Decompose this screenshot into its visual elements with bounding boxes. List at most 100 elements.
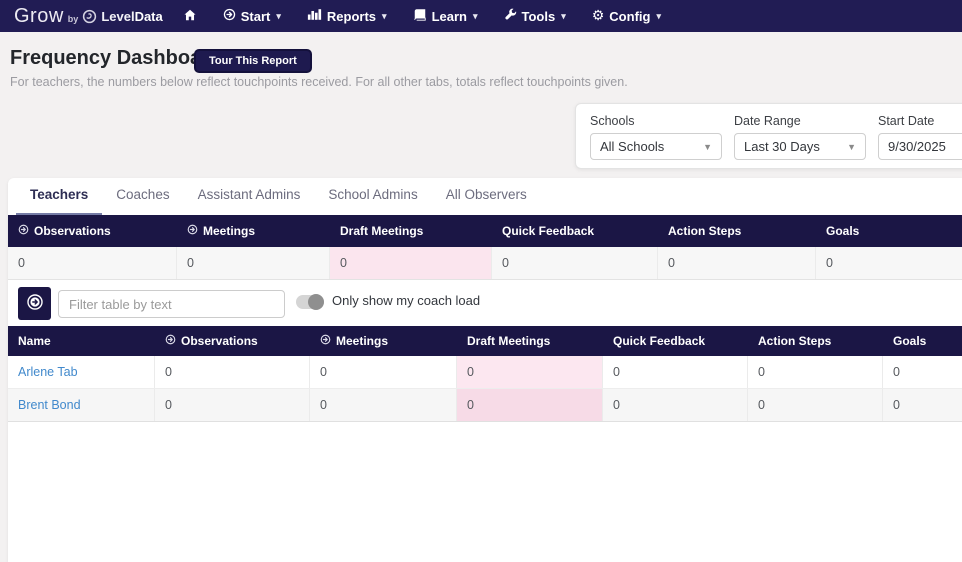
start-date-input[interactable] xyxy=(878,133,962,160)
schools-select-value: All Schools xyxy=(600,139,665,154)
nav-config-label: Config xyxy=(609,8,651,24)
meetings-value: 0 xyxy=(310,389,457,421)
filters-panel: Schools All Schools ▼ Date Range Last 30… xyxy=(575,103,962,169)
chevron-down-icon: ▼ xyxy=(703,141,712,152)
main-col-observations[interactable]: Observations xyxy=(155,334,310,348)
nav-learn-label: Learn xyxy=(431,8,467,24)
meetings-value: 0 xyxy=(310,356,457,388)
person-name-link[interactable]: Brent Bond xyxy=(8,389,155,421)
tab-school-admins[interactable]: School Admins xyxy=(328,187,418,202)
chevron-down-icon: ▾ xyxy=(382,10,387,21)
gear-icon: ⚙ xyxy=(591,8,605,24)
chevron-down-icon: ▾ xyxy=(276,10,281,21)
nav-learn-menu[interactable]: Learn ▾ xyxy=(413,8,478,24)
table-row: Brent Bond 0 0 0 0 0 0 xyxy=(8,389,962,422)
chevron-down-icon: ▾ xyxy=(561,10,566,21)
main-col-meetings[interactable]: Meetings xyxy=(310,334,457,348)
coach-load-toggle-label: Only show my coach load xyxy=(332,293,481,308)
circle-arrow-icon xyxy=(165,334,176,348)
page-subtitle: For teachers, the numbers below reflect … xyxy=(10,75,628,89)
summary-draft-meetings-value: 0 xyxy=(330,247,492,279)
table-row: Arlene Tab 0 0 0 0 0 0 xyxy=(8,356,962,389)
chevron-down-icon: ▾ xyxy=(472,10,478,21)
coach-load-toggle[interactable] xyxy=(296,294,324,310)
circle-arrow-icon xyxy=(320,334,331,348)
tab-assistant-admins[interactable]: Assistant Admins xyxy=(197,187,301,202)
summary-col-meetings[interactable]: Meetings xyxy=(177,224,330,238)
table-filter-input[interactable] xyxy=(58,290,285,318)
quick-feedback-value: 0 xyxy=(603,356,748,388)
nav-start-menu[interactable]: Start ▾ xyxy=(223,8,281,24)
export-button[interactable] xyxy=(18,287,51,320)
report-content-card: Teachers Coaches Assistant Admins School… xyxy=(8,178,962,562)
summary-action-steps-value: 0 xyxy=(658,247,816,279)
summary-table-row: 0 0 0 0 0 0 xyxy=(8,247,962,280)
main-col-name[interactable]: Name xyxy=(18,334,51,348)
summary-table-header: Observations Meetings Draft Meetings Qui… xyxy=(8,215,962,247)
summary-col-observations[interactable]: Observations xyxy=(8,224,177,238)
date-range-label: Date Range xyxy=(734,114,801,128)
main-table-header: Name Observations Meetings Draft Meeting… xyxy=(8,326,962,356)
summary-goals-value: 0 xyxy=(826,256,833,270)
start-date-label: Start Date xyxy=(878,114,935,128)
summary-col-goals: Goals xyxy=(826,224,860,238)
schools-select[interactable]: All Schools ▼ xyxy=(590,133,722,160)
nav-config-menu[interactable]: ⚙ Config ▾ xyxy=(592,9,661,24)
person-name-link[interactable]: Arlene Tab xyxy=(8,356,155,388)
top-nav: Grow by Level Data Start ▾ Reports ▾ xyxy=(0,0,962,32)
circle-arrow-icon xyxy=(26,293,44,314)
wrench-icon xyxy=(504,8,517,24)
date-range-select[interactable]: Last 30 Days ▼ xyxy=(734,133,866,160)
quick-feedback-value: 0 xyxy=(603,389,748,421)
summary-meetings-value: 0 xyxy=(177,247,330,279)
observations-value: 0 xyxy=(155,356,310,388)
nav-home-button[interactable] xyxy=(183,8,197,25)
goals-value: 0 xyxy=(893,398,900,412)
observations-value: 0 xyxy=(155,389,310,421)
tour-report-button[interactable]: Tour This Report xyxy=(196,51,310,71)
start-date-filter-group: Start Date xyxy=(878,114,962,160)
summary-col-action-steps: Action Steps xyxy=(668,224,742,238)
tab-all-observers[interactable]: All Observers xyxy=(445,187,527,202)
draft-meetings-value: 0 xyxy=(457,389,603,421)
main-col-goals: Goals xyxy=(893,334,927,348)
brand-data-text: Data xyxy=(134,8,163,24)
brand-logo[interactable]: Grow by Level Data xyxy=(14,5,163,28)
summary-quick-feedback-value: 0 xyxy=(492,247,658,279)
circle-arrow-icon xyxy=(18,224,29,238)
page-title: Frequency Dashboard xyxy=(10,47,222,69)
role-tabs: Teachers Coaches Assistant Admins School… xyxy=(8,178,962,215)
leveldata-logo-icon xyxy=(82,9,97,24)
brand-level-text: Level xyxy=(101,8,135,24)
chevron-down-icon: ▼ xyxy=(847,141,856,152)
nav-tools-label: Tools xyxy=(521,8,556,24)
schools-label: Schools xyxy=(590,114,635,128)
toggle-knob xyxy=(308,294,324,310)
book-icon xyxy=(413,8,427,24)
tab-coaches[interactable]: Coaches xyxy=(116,187,170,202)
home-icon xyxy=(183,8,197,25)
chevron-down-icon: ▾ xyxy=(656,10,661,21)
schools-filter-group: Schools All Schools ▼ xyxy=(590,114,722,160)
action-steps-value: 0 xyxy=(748,356,883,388)
start-icon xyxy=(223,8,236,24)
main-col-draft-meetings: Draft Meetings xyxy=(467,334,551,348)
summary-observations-value: 0 xyxy=(8,247,177,279)
date-range-select-value: Last 30 Days xyxy=(744,139,820,154)
nav-tools-menu[interactable]: Tools ▾ xyxy=(504,8,566,24)
nav-items: Start ▾ Reports ▾ Learn ▾ Tools ▾ ⚙ Conf… xyxy=(183,8,661,25)
brand-grow-text: Grow xyxy=(14,4,64,27)
action-steps-value: 0 xyxy=(748,389,883,421)
tab-teachers[interactable]: Teachers xyxy=(16,178,103,215)
nav-reports-menu[interactable]: Reports ▾ xyxy=(307,8,387,24)
nav-start-label: Start xyxy=(240,8,271,24)
summary-col-draft-meetings: Draft Meetings xyxy=(340,224,424,238)
circle-arrow-icon xyxy=(187,224,198,238)
main-col-quick-feedback: Quick Feedback xyxy=(613,334,706,348)
nav-reports-label: Reports xyxy=(326,8,377,24)
date-range-filter-group: Date Range Last 30 Days ▼ xyxy=(734,114,866,160)
goals-value: 0 xyxy=(893,365,900,379)
bar-chart-icon xyxy=(307,8,322,24)
draft-meetings-value: 0 xyxy=(457,356,603,388)
